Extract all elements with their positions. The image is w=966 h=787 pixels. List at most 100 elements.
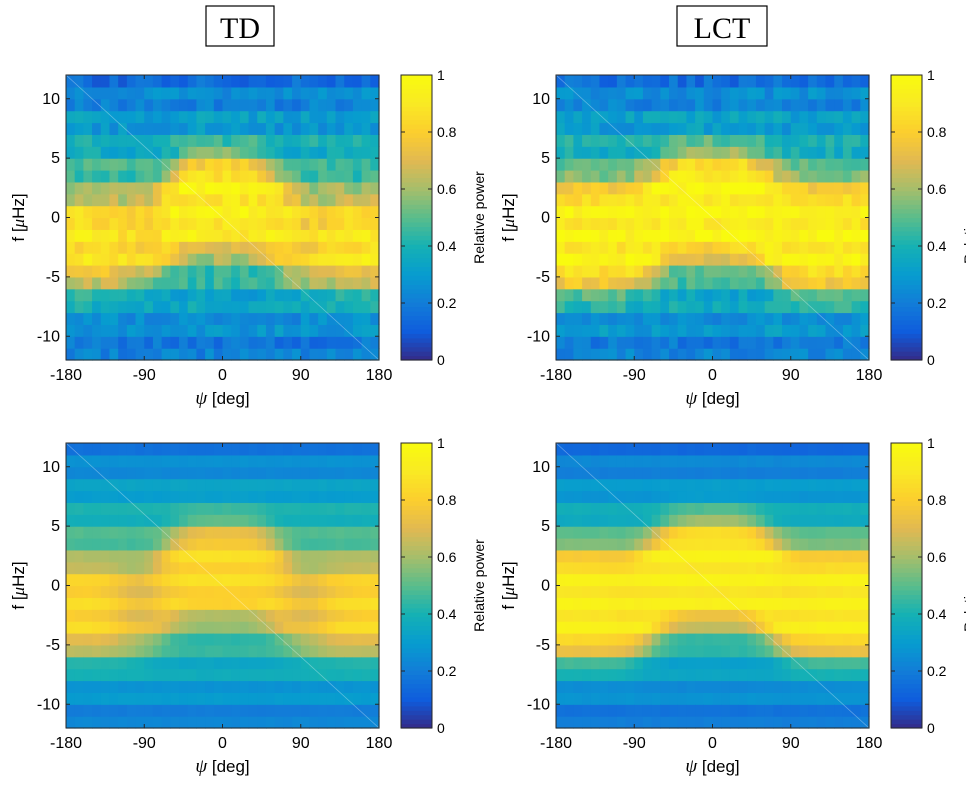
heatmap-cell: [634, 134, 644, 147]
heatmap-cell: [816, 241, 827, 254]
heatmap-cell: [608, 205, 618, 219]
heatmap-cell: [344, 609, 354, 622]
heatmap-cell: [651, 193, 661, 207]
heatmap-cell: [860, 633, 870, 646]
heatmap-cell: [703, 621, 714, 634]
x-tick-label: -180: [540, 367, 572, 384]
heatmap-cell: [300, 514, 311, 527]
colorbar-swatch: [401, 257, 432, 263]
heatmap-cell: [109, 668, 119, 682]
heatmap-cell: [860, 502, 870, 515]
colorbar-label: Relative power: [961, 171, 966, 264]
heatmap-cell: [135, 75, 145, 88]
heatmap-cell: [695, 704, 705, 717]
heatmap-cell: [625, 205, 635, 219]
heatmap-cell: [152, 253, 163, 266]
heatmap-cell: [126, 549, 137, 563]
heatmap-cell: [274, 348, 284, 361]
heatmap-cell: [344, 644, 354, 658]
heatmap-cell: [318, 704, 328, 717]
heatmap-cell: [352, 443, 363, 456]
heatmap-cell: [834, 265, 844, 278]
heatmap-cell: [352, 158, 363, 171]
heatmap-cell: [265, 241, 276, 254]
heatmap-cell: [326, 704, 337, 717]
heatmap-cell: [582, 573, 592, 587]
heatmap-cell: [257, 680, 267, 693]
heatmap-cell: [790, 134, 801, 147]
heatmap-cell: [126, 609, 137, 622]
heatmap-cell: [83, 633, 93, 646]
colorbar-swatch: [401, 527, 432, 533]
heatmap-cell: [851, 122, 861, 135]
heatmap-cell: [738, 549, 748, 563]
heatmap-cell: [808, 644, 818, 658]
heatmap-cell: [782, 110, 792, 124]
heatmap-cell: [161, 443, 171, 456]
heatmap-cell: [808, 561, 818, 575]
heatmap-cell: [660, 229, 670, 242]
heatmap-cell: [808, 549, 818, 563]
heatmap-cell: [677, 454, 688, 468]
heatmap-cell: [721, 561, 731, 575]
heatmap-cell: [326, 300, 337, 314]
heatmap-cell: [842, 122, 853, 135]
heatmap-cell: [318, 502, 328, 515]
heatmap-cell: [239, 549, 250, 563]
heatmap-cell: [239, 122, 250, 135]
heatmap-cell: [608, 181, 618, 195]
heatmap-cell: [738, 526, 748, 539]
heatmap-cell: [634, 538, 644, 551]
heatmap-cell: [326, 644, 337, 658]
heatmap-cell: [370, 348, 380, 361]
heatmap-cell: [808, 656, 818, 670]
colorbar-swatch: [891, 306, 922, 312]
heatmap-cell: [556, 502, 566, 515]
heatmap-cell: [747, 336, 757, 349]
heatmap-cell: [152, 265, 163, 278]
heatmap-cell: [352, 193, 363, 207]
heatmap-cell: [729, 146, 740, 159]
heatmap-cell: [590, 443, 601, 456]
heatmap-cell: [851, 597, 861, 610]
heatmap-cell: [556, 229, 566, 242]
heatmap-cell: [257, 704, 267, 717]
heatmap-cell: [677, 538, 688, 551]
heatmap-cell: [283, 680, 293, 693]
heatmap-cell: [582, 609, 592, 622]
heatmap-cell: [590, 656, 601, 670]
heatmap-cell: [860, 561, 870, 575]
heatmap-cell: [755, 98, 766, 112]
heatmap-cell: [556, 538, 566, 551]
heatmap-cell: [851, 288, 861, 302]
heatmap-cell: [161, 644, 171, 658]
heatmap-cell: [144, 229, 154, 242]
heatmap-cell: [265, 454, 276, 468]
heatmap-cell: [344, 692, 354, 705]
heatmap-cell: [816, 609, 827, 622]
heatmap-cell: [764, 668, 774, 682]
heatmap-cell: [66, 312, 76, 325]
heatmap-cell: [239, 300, 250, 314]
heatmap-cell: [205, 75, 215, 88]
heatmap-cell: [695, 288, 705, 302]
heatmap-cell: [799, 241, 809, 254]
heatmap-cell: [782, 633, 792, 646]
heatmap-cell: [300, 122, 311, 135]
heatmap-cell: [738, 181, 748, 195]
heatmap-cell: [344, 253, 354, 266]
heatmap-cell: [799, 466, 809, 480]
heatmap-cell: [239, 205, 250, 219]
heatmap-cell: [179, 526, 189, 539]
heatmap-cell: [92, 170, 102, 183]
heatmap-cell: [834, 348, 844, 361]
heatmap-cell: [144, 146, 154, 159]
heatmap-cell: [239, 716, 250, 729]
heatmap-cell: [326, 193, 337, 207]
heatmap-cell: [83, 454, 93, 468]
heatmap-cell: [860, 98, 870, 112]
heatmap-cell: [100, 241, 111, 254]
heatmap-cell: [144, 324, 154, 337]
heatmap-cell: [126, 716, 137, 729]
heatmap-cell: [187, 454, 198, 468]
